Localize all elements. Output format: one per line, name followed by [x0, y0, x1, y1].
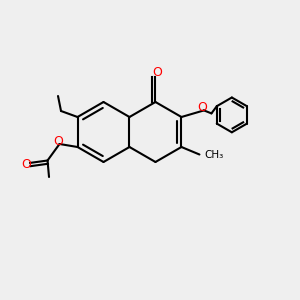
Text: O: O [22, 158, 32, 171]
Text: O: O [197, 101, 207, 115]
Text: O: O [53, 135, 63, 148]
Text: CH₃: CH₃ [205, 149, 224, 160]
Text: O: O [152, 66, 162, 80]
